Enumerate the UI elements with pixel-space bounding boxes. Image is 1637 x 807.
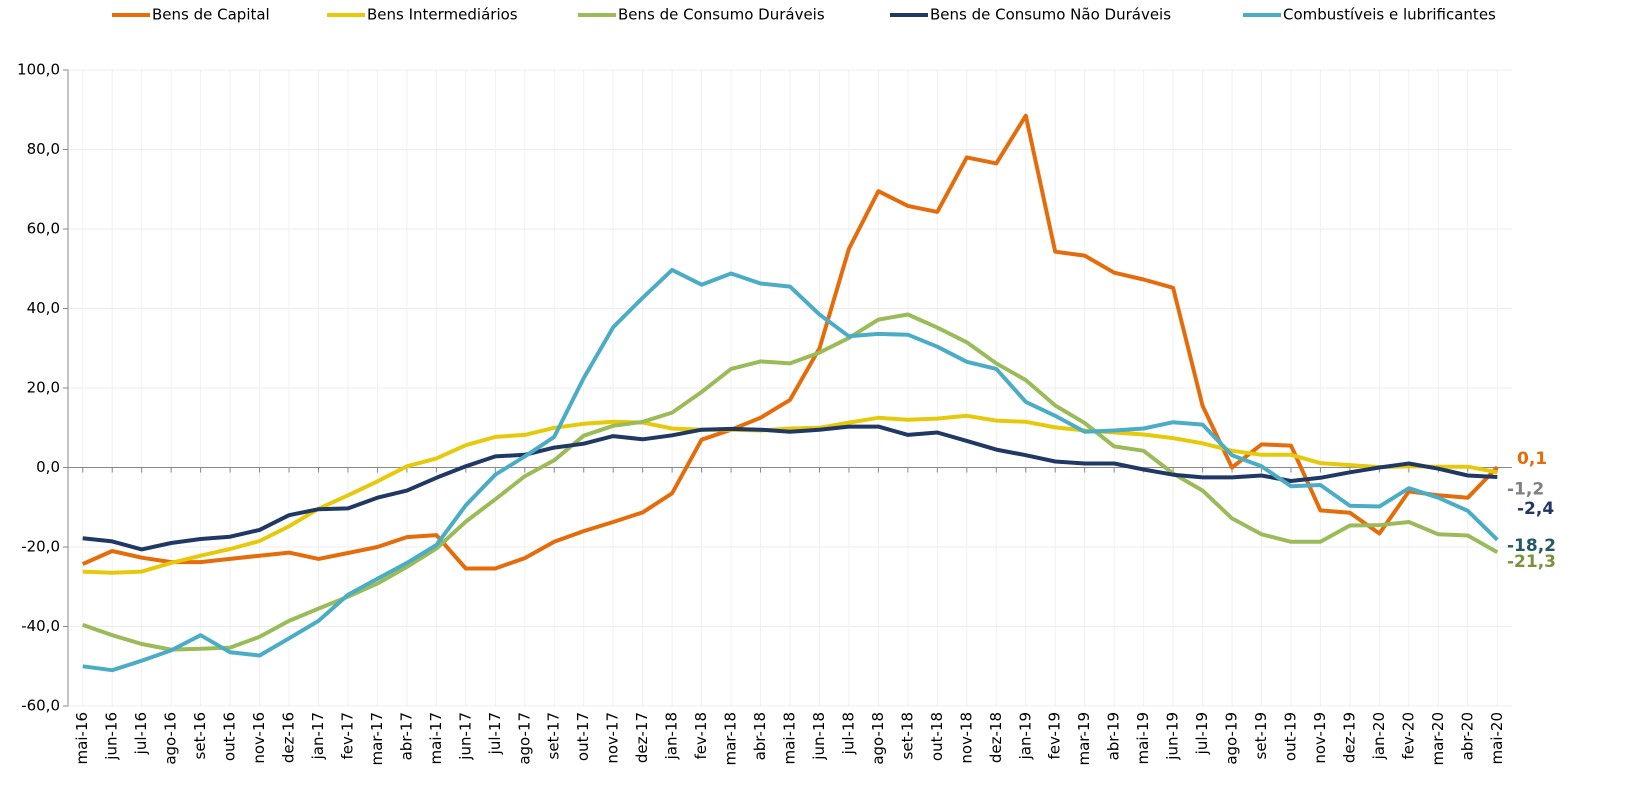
x-tick-label: mar-19 [1075, 712, 1093, 766]
x-tick-label: abr-18 [751, 712, 769, 760]
x-tick-label: ago-16 [162, 712, 180, 765]
legend-label: Bens de Consumo Não Duráveis [930, 6, 1171, 24]
x-tick-label: mai-18 [781, 712, 799, 764]
y-tick-label: 80,0 [27, 140, 60, 158]
series-line [81, 113, 1499, 571]
series-line [82, 312, 1499, 652]
legend-label: Bens de Consumo Duráveis [618, 6, 825, 24]
x-tick-label: mar-18 [722, 712, 740, 766]
y-tick-label: 60,0 [27, 220, 60, 238]
x-tick-label: fev-20 [1399, 712, 1417, 759]
x-tick-label: mar-20 [1429, 712, 1447, 766]
y-tick-label: 0,0 [36, 458, 60, 476]
y-tick-label: -60,0 [21, 697, 60, 715]
y-tick-label: 40,0 [27, 299, 60, 317]
x-tick-label: out-18 [928, 712, 946, 761]
x-tick-label: dez-17 [633, 712, 651, 763]
data-label: -1,2 [1507, 479, 1544, 499]
x-tick-label: mai-16 [73, 712, 91, 764]
x-tick-label: set-17 [545, 712, 563, 759]
data-label: 0,1 [1517, 449, 1547, 469]
x-tick-label: abr-19 [1105, 712, 1123, 760]
x-tick-label: dez-18 [987, 712, 1005, 763]
legend-label: Combustíveis e lubrificantes [1283, 6, 1496, 24]
x-tick-label: set-19 [1252, 712, 1270, 759]
x-tick-label: set-18 [898, 712, 916, 759]
x-tick-label: fev-18 [692, 712, 710, 759]
x-tick-label: out-17 [574, 712, 592, 761]
x-tick-label: jul-16 [132, 712, 150, 755]
x-tick-label: jan-17 [309, 712, 327, 760]
series-line [82, 424, 1498, 552]
x-tick-label: ago-19 [1223, 712, 1241, 765]
x-tick-label: abr-17 [397, 712, 415, 760]
x-tick-label: jun-19 [1164, 712, 1182, 761]
y-tick-label: 100,0 [17, 61, 60, 79]
x-tick-label: jul-19 [1193, 712, 1211, 755]
x-tick-label: out-16 [221, 712, 239, 761]
y-tick-label: 20,0 [27, 379, 60, 397]
x-tick-label: fev-17 [338, 712, 356, 759]
y-tick-label: -20,0 [21, 538, 60, 556]
data-label: -2,4 [1517, 499, 1554, 519]
x-tick-label: nov-17 [604, 712, 622, 764]
x-tick-label: jun-18 [810, 712, 828, 761]
x-tick-label: jan-19 [1016, 712, 1034, 760]
x-tick-label: jan-20 [1370, 712, 1388, 760]
series-line [82, 267, 1499, 673]
x-tick-label: ago-18 [869, 712, 887, 765]
x-tick-label: mai-17 [427, 712, 445, 764]
x-tick-label: jun-16 [103, 712, 121, 761]
x-tick-label: fev-19 [1046, 712, 1064, 759]
x-tick-label: abr-20 [1458, 712, 1476, 760]
x-tick-label: out-19 [1281, 712, 1299, 761]
x-tick-label: nov-19 [1311, 712, 1329, 764]
x-tick-label: jun-17 [456, 712, 474, 761]
x-tick-label: set-16 [191, 712, 209, 759]
x-tick-label: mai-19 [1134, 712, 1152, 764]
x-tick-label: dez-19 [1340, 712, 1358, 763]
legend-label: Bens Intermediários [367, 6, 518, 24]
data-label: -21,3 [1507, 552, 1556, 572]
x-tick-label: nov-16 [250, 712, 268, 764]
y-tick-label: -40,0 [21, 617, 60, 635]
x-tick-label: dez-16 [280, 712, 298, 763]
x-tick-label: jul-17 [486, 712, 504, 755]
x-tick-label: ago-17 [515, 712, 533, 765]
data-label: -18,2 [1507, 536, 1556, 556]
x-tick-label: jan-18 [663, 712, 681, 760]
legend-label: Bens de Capital [152, 6, 270, 24]
x-tick-label: nov-18 [957, 712, 975, 764]
x-tick-label: jul-18 [839, 712, 857, 755]
x-tick-label: mar-17 [368, 712, 386, 766]
x-tick-label: mai-20 [1488, 712, 1506, 764]
